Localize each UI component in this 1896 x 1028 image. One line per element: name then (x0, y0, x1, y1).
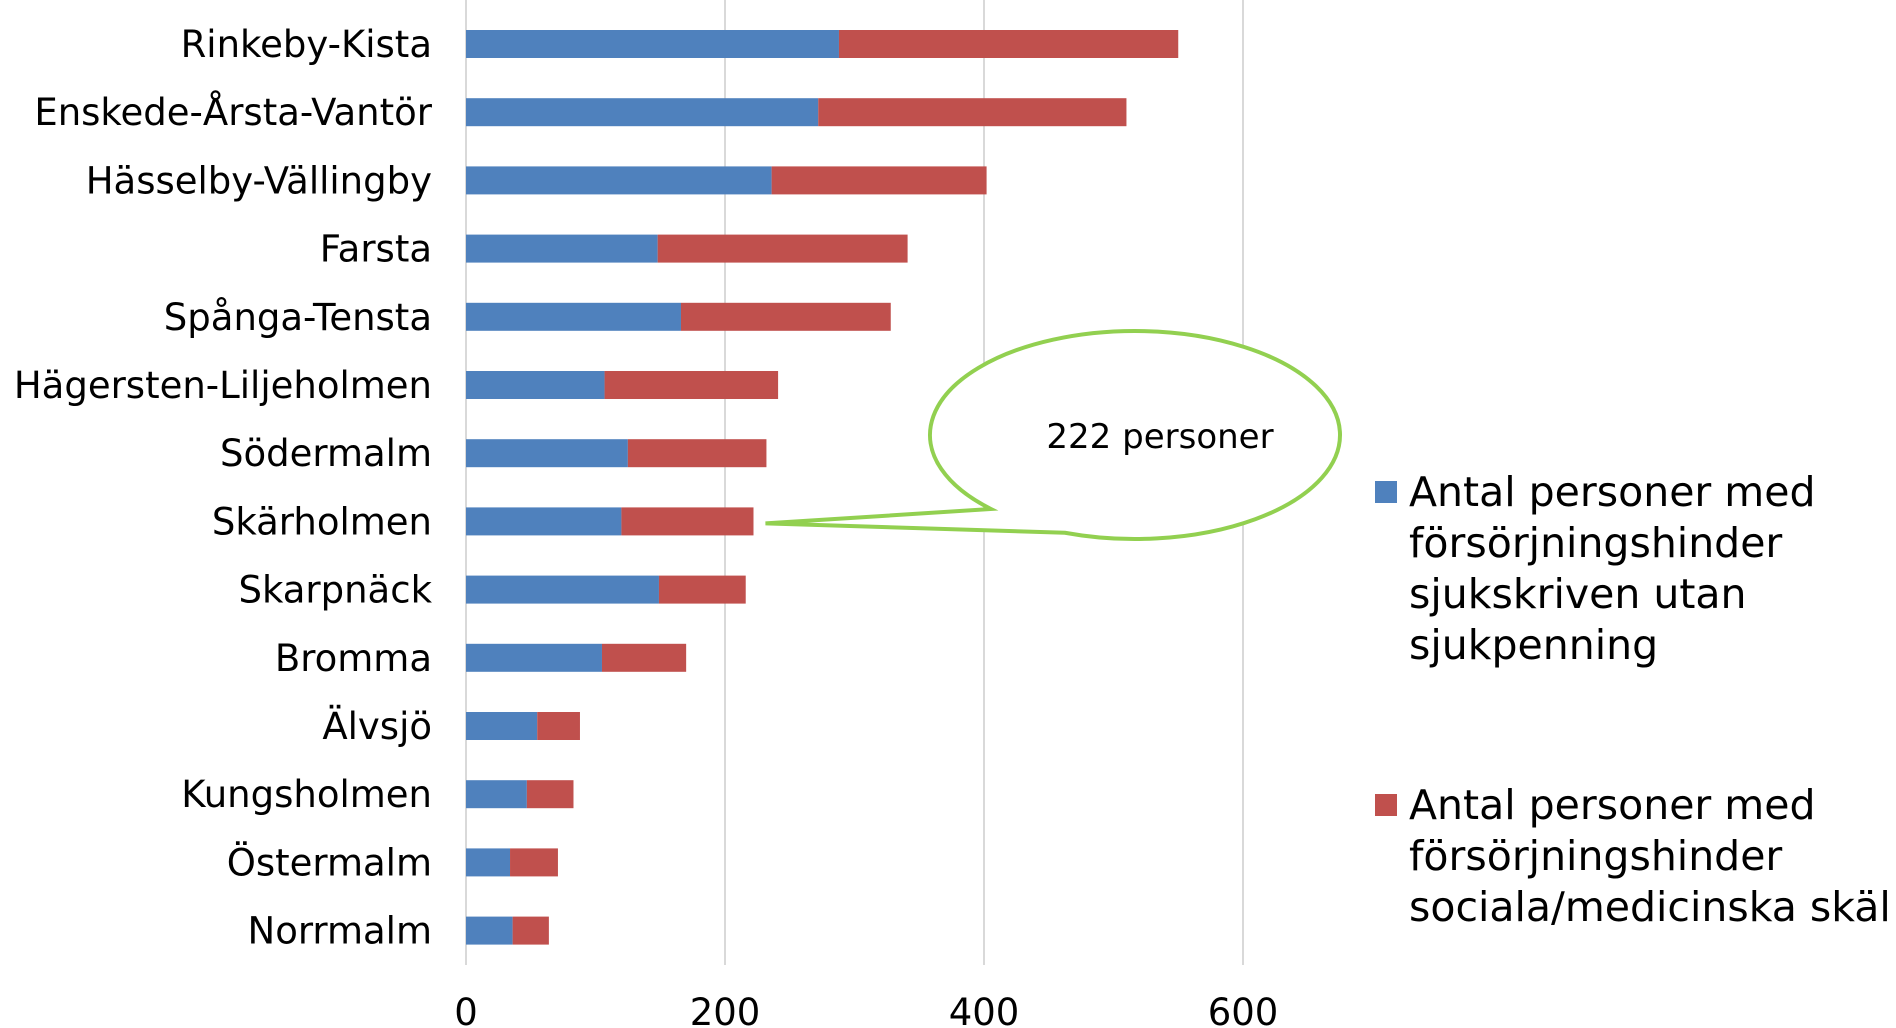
category-label-8: Skarpnäck (238, 569, 432, 612)
bar-1-11 (466, 780, 527, 809)
bar-2-12 (510, 848, 558, 877)
x-tick-label-200: 200 (690, 991, 761, 1028)
bar-2-2 (771, 166, 987, 195)
category-label-7: Skärholmen (212, 500, 432, 543)
category-label-6: Södermalm (220, 432, 432, 475)
bar-1-4 (466, 302, 681, 331)
bar-2-3 (657, 234, 908, 263)
callout-bubble (765, 329, 1342, 541)
bar-1-8 (466, 575, 659, 604)
bar-2-9 (601, 643, 687, 672)
bar-1-1 (466, 98, 819, 127)
category-label-3: Farsta (320, 228, 432, 271)
category-label-5: Hägersten-Liljeholmen (14, 364, 432, 407)
bar-1-3 (466, 234, 658, 263)
bar-2-0 (838, 30, 1179, 58)
legend-swatch-series-1 (1375, 481, 1397, 503)
category-label-12: Östermalm (227, 841, 432, 884)
bar-1-13 (466, 916, 513, 945)
bar-2-10 (537, 712, 580, 740)
bar-1-9 (466, 643, 602, 672)
bar-2-5 (604, 371, 779, 399)
bar-2-11 (526, 780, 574, 809)
bar-2-6 (627, 439, 767, 468)
x-tick-label-0: 0 (454, 991, 478, 1028)
callout-annotation: 222 personer (765, 329, 1342, 541)
category-label-4: Spånga-Tensta (164, 296, 432, 339)
bar-2-7 (621, 507, 754, 536)
legend-label-series-1: Antal personer med försörjningshinder sj… (1409, 468, 1816, 669)
bar-2-8 (658, 575, 746, 604)
category-labels: Rinkeby-Kista Enskede-Årsta-Vantör Hässelb… (14, 23, 433, 953)
bar-2-13 (512, 916, 549, 945)
bar-1-5 (466, 371, 605, 399)
bar-1-12 (466, 848, 511, 877)
category-label-2: Hässelby-Vällingby (86, 159, 432, 202)
category-label-11: Kungsholmen (181, 773, 432, 816)
bar-1-0 (466, 30, 839, 58)
bar-1-2 (466, 166, 772, 195)
bar-1-7 (466, 507, 622, 536)
category-label-9: Bromma (275, 637, 432, 680)
x-axis-tick-labels: 0 200 400 600 (454, 991, 1278, 1028)
bar-1-6 (466, 439, 628, 468)
bar-2-4 (680, 302, 891, 331)
category-label-13: Norrmalm (248, 910, 432, 953)
category-label-0: Rinkeby-Kista (181, 23, 432, 66)
x-tick-label-600: 600 (1208, 991, 1279, 1028)
x-tick-label-400: 400 (949, 991, 1020, 1028)
bar-2-1 (818, 98, 1127, 127)
bar-1-10 (466, 712, 538, 740)
category-label-10: Älvsjö (322, 705, 432, 748)
callout-text: 222 personer (1046, 417, 1273, 457)
bars (466, 30, 1179, 945)
category-label-1: Enskede-Årsta-Vantör (34, 90, 432, 134)
legend-swatch-series-2 (1375, 794, 1397, 816)
legend-label-series-2: Antal personer med försörjningshinder so… (1409, 781, 1891, 931)
